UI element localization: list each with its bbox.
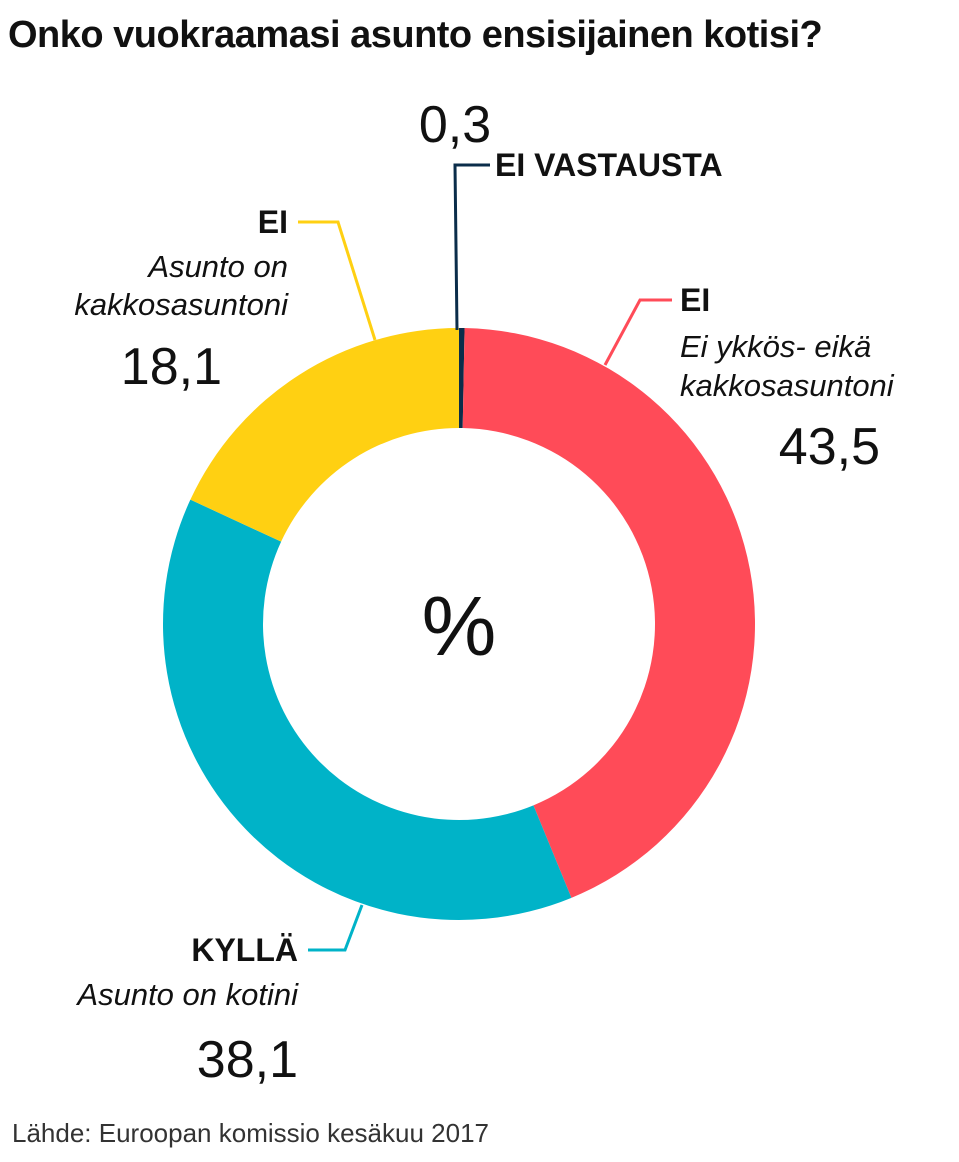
chart-title: Onko vuokraamasi asunto ensisijainen kot… — [8, 14, 823, 56]
slice-ei-vastausta — [459, 328, 465, 429]
category-label-ei-ykkos-eika-kakkos: EI — [680, 282, 710, 318]
center-unit-label: % — [422, 579, 497, 673]
description-label-ei-kakkosasunto: kakkosasuntoni — [74, 287, 289, 322]
leader-lines — [298, 163, 672, 952]
slice-ei-ykkos-eika-kakkos — [462, 328, 756, 898]
category-label-ei-kakkosasunto: EI — [258, 204, 288, 240]
leader-line-ei-ykkos-eika-kakkos — [603, 298, 672, 366]
value-label-ei-ykkos-eika-kakkos: 43,5 — [779, 418, 880, 476]
slice-kylla — [162, 499, 572, 921]
category-label-kylla: KYLLÄ — [191, 932, 298, 968]
value-label-kylla: 38,1 — [197, 1031, 298, 1089]
source-note: Lähde: Euroopan komissio kesäkuu 2017 — [12, 1118, 489, 1148]
description-label-ei-ykkos-eika-kakkos: kakkosasuntoni — [680, 368, 895, 403]
value-label-ei-vastausta: 0,3 — [419, 96, 491, 154]
leader-line-ei-kakkosasunto — [298, 220, 377, 341]
leader-line-kylla — [308, 904, 364, 952]
description-label-ei-kakkosasunto: Asunto on — [146, 249, 288, 284]
description-label-ei-ykkos-eika-kakkos: Ei ykkös- eikä — [680, 329, 871, 364]
donut-slices — [162, 328, 756, 921]
value-label-ei-kakkosasunto: 18,1 — [121, 338, 222, 396]
category-label-ei-vastausta: EI VASTAUSTA — [495, 147, 723, 183]
leader-line-ei-vastausta — [453, 163, 490, 331]
description-label-kylla: Asunto on kotini — [75, 977, 299, 1012]
slice-ei-kakkosasunto — [190, 328, 459, 542]
